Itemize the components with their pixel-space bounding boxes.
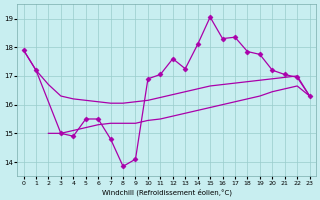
X-axis label: Windchill (Refroidissement éolien,°C): Windchill (Refroidissement éolien,°C)	[101, 188, 232, 196]
